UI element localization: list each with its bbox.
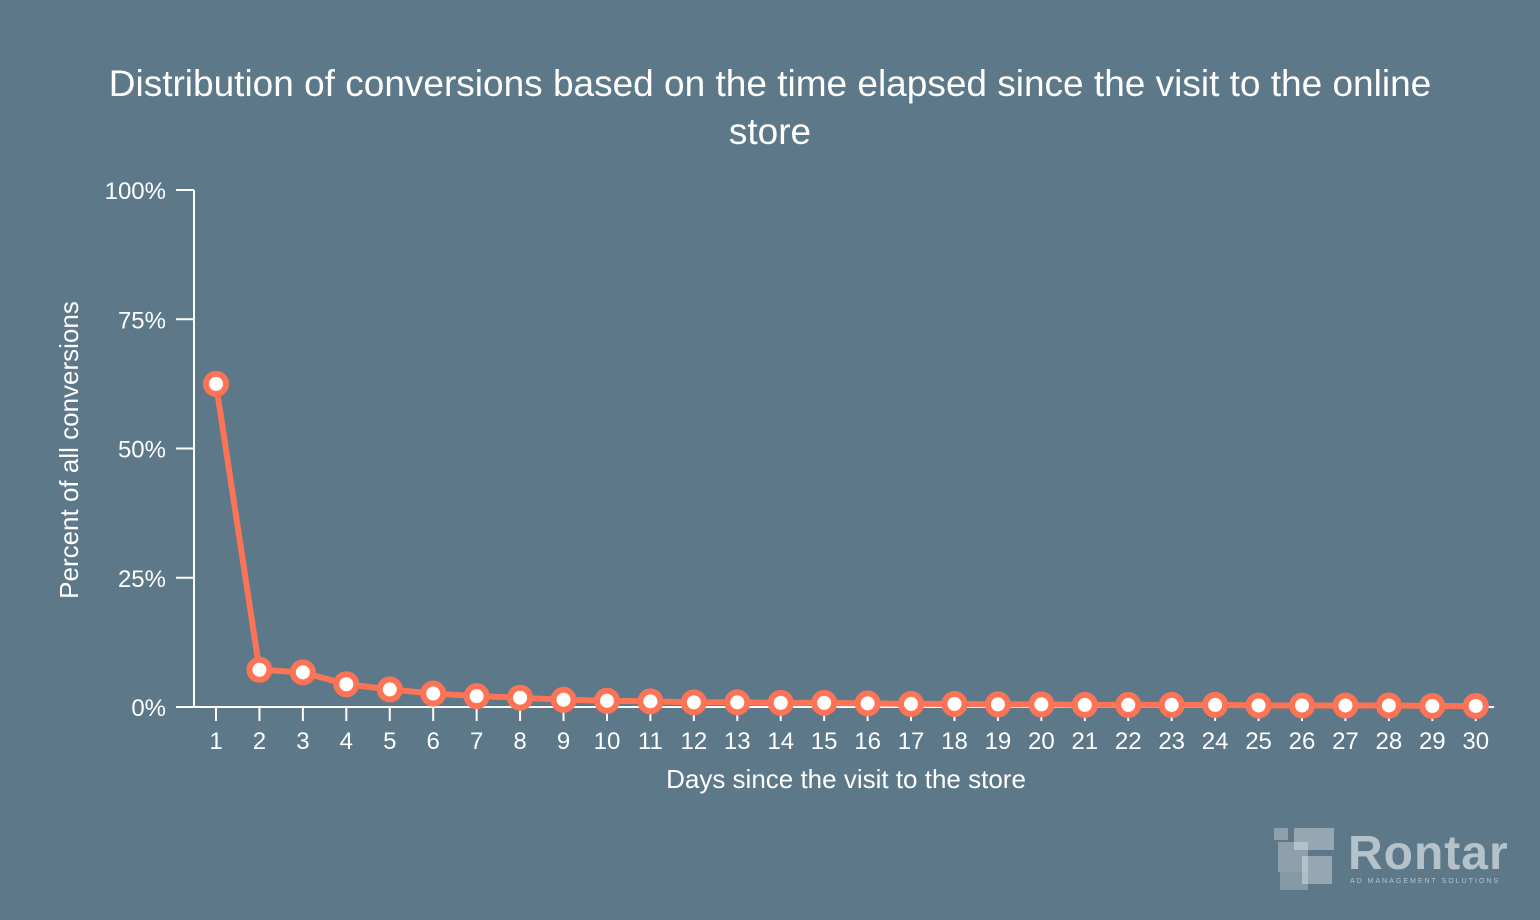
data-point	[811, 689, 838, 716]
x-tick-label: 3	[296, 728, 309, 755]
data-point	[1332, 692, 1359, 719]
y-axis-ticks: 0% 25% 50% 75% 100%	[105, 178, 194, 722]
x-tick-label: 13	[724, 728, 751, 755]
x-tick-label: 5	[383, 728, 396, 755]
data-point	[1375, 692, 1402, 719]
data-point	[984, 691, 1011, 718]
data-point	[1289, 692, 1315, 719]
y-tick-label: 0%	[131, 695, 166, 722]
x-tick-label: 10	[594, 728, 621, 755]
x-tick-label: 11	[638, 728, 663, 755]
data-point	[1071, 691, 1098, 718]
data-point	[1245, 692, 1272, 719]
x-tick-label: 22	[1115, 728, 1142, 755]
x-tick-label: 16	[854, 728, 881, 755]
data-point	[246, 656, 273, 683]
data-point	[420, 680, 447, 707]
y-tick-label: 50%	[118, 437, 166, 464]
rontar-logo-tagline: AD MANAGEMENT SOLUTIONS	[1350, 878, 1501, 885]
data-point	[333, 671, 360, 698]
series-line	[213, 380, 1479, 709]
x-tick-label: 12	[680, 728, 707, 755]
data-point	[1419, 692, 1446, 719]
data-point	[854, 690, 881, 717]
data-point	[1462, 692, 1489, 719]
x-tick-label: 14	[767, 728, 794, 755]
x-tick-label: 20	[1028, 728, 1055, 755]
data-point	[203, 370, 229, 397]
chart-title: Distribution of conversions based on the…	[108, 63, 1432, 152]
x-tick-label: 26	[1289, 728, 1316, 755]
x-tick-label: 18	[941, 728, 968, 755]
x-tick-label: 9	[557, 728, 570, 755]
x-tick-label: 27	[1332, 728, 1359, 755]
series-group	[203, 370, 1489, 719]
data-point	[637, 688, 664, 715]
data-point	[680, 689, 707, 716]
x-tick-label: 19	[985, 728, 1012, 755]
x-tick-label: 4	[340, 728, 353, 755]
data-point	[463, 683, 490, 710]
data-point	[767, 689, 794, 716]
data-point	[941, 690, 968, 717]
data-point	[1202, 691, 1229, 718]
x-tick-label: 21	[1071, 728, 1098, 755]
data-point	[1028, 691, 1055, 718]
x-tick-label: 28	[1376, 728, 1403, 755]
data-point	[1115, 691, 1142, 718]
rontar-logo-icon	[1274, 828, 1334, 890]
x-tick-label: 2	[253, 728, 266, 755]
x-tick-label: 6	[427, 728, 440, 755]
x-axis-ticks: 1 2 3 4 5 6 7 8 9 10 11 12 13 14 15 16 17 18 19 20 21 22 23 24 2…	[209, 707, 1489, 755]
x-tick-label: 23	[1158, 728, 1185, 755]
data-point	[376, 676, 403, 703]
x-tick-label: 1	[209, 728, 222, 755]
x-tick-label: 25	[1245, 728, 1272, 755]
x-tick-label: 30	[1462, 728, 1489, 755]
y-tick-label: 75%	[118, 307, 166, 334]
data-point	[1158, 691, 1185, 718]
x-tick-label: 15	[811, 728, 838, 755]
data-point	[593, 687, 620, 714]
y-tick-label: 100%	[105, 178, 166, 205]
data-point	[507, 684, 534, 711]
x-tick-label: 24	[1202, 728, 1229, 755]
y-tick-label: 25%	[118, 566, 166, 593]
x-axis-label: Days since the visit to the store	[666, 764, 1026, 794]
data-point	[289, 659, 316, 686]
data-point	[724, 689, 751, 716]
x-tick-label: 8	[513, 728, 526, 755]
y-axis-label: Percent of all conversions	[54, 301, 84, 599]
rontar-logo-wordmark: Rontar	[1348, 827, 1509, 880]
x-tick-label: 29	[1419, 728, 1446, 755]
axes	[176, 190, 1494, 708]
data-point	[550, 686, 577, 713]
data-point	[898, 690, 925, 717]
x-tick-label: 7	[470, 728, 483, 755]
x-tick-label: 17	[898, 728, 925, 755]
rontar-logo: Rontar AD MANAGEMENT SOLUTIONS	[1272, 826, 1512, 894]
